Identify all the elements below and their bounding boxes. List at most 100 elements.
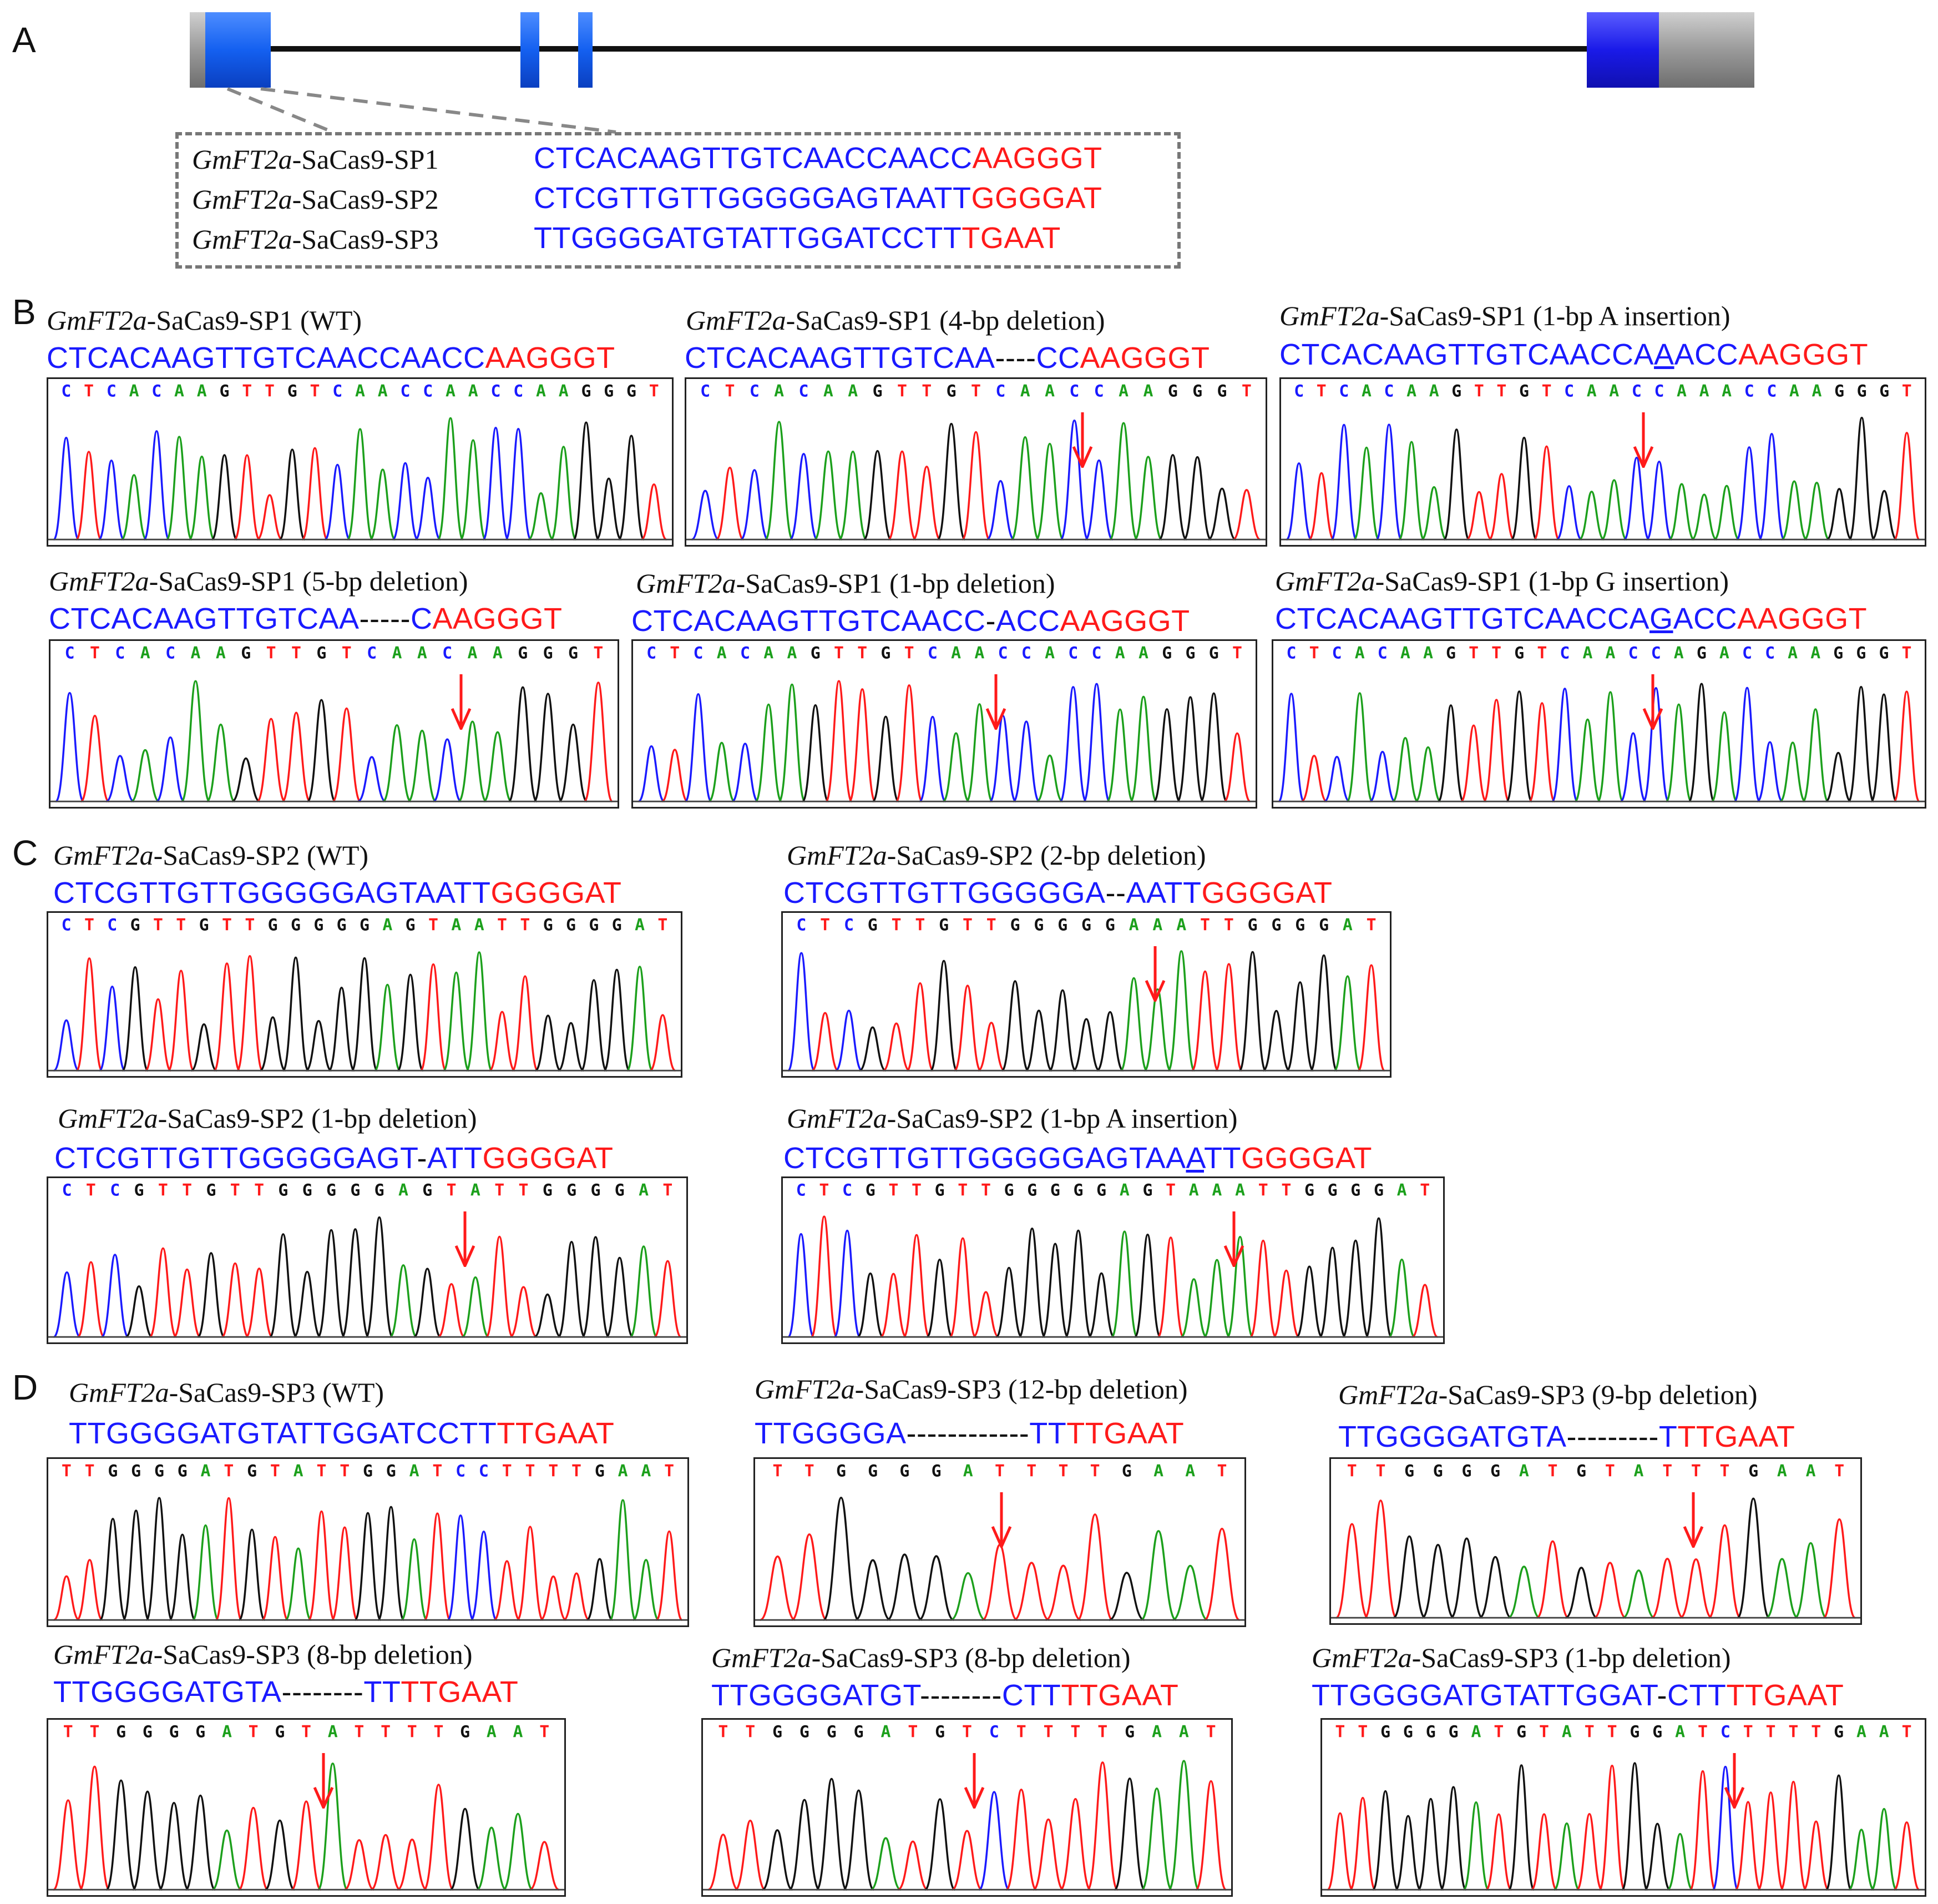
peak-c2-6 <box>929 959 958 1072</box>
peak-c1-24 <box>603 968 631 1072</box>
peak-d3-2 <box>1393 1535 1426 1619</box>
peak-b4-21 <box>583 681 614 802</box>
base-call-d1-10: A <box>294 1462 303 1481</box>
peak-c1-9 <box>259 1016 286 1072</box>
peak-c2-18 <box>1215 963 1243 1072</box>
peak-c2-10 <box>1025 1009 1053 1072</box>
mutation-arrow-b6 <box>1643 674 1663 730</box>
base-call-d5-18: T <box>1206 1723 1216 1741</box>
base-call-b2-19: G <box>1168 382 1178 401</box>
base-call-b2-9: T <box>922 382 932 401</box>
base-call-c2-2: C <box>844 916 854 935</box>
peak-b4-1 <box>80 715 110 802</box>
peak-b6-18 <box>1688 683 1716 802</box>
gene-structure-diagram <box>190 12 1754 134</box>
base-call-b6-16: C <box>1651 644 1661 663</box>
base-call-d2-13: A <box>1185 1462 1195 1481</box>
peak-c2-12 <box>1072 1018 1100 1072</box>
base-call-d1-15: A <box>409 1462 419 1481</box>
base-call-c3-13: G <box>375 1181 384 1200</box>
peak-c3-8 <box>245 1267 273 1338</box>
peak-b5-9 <box>848 688 877 802</box>
peak-b2-21 <box>1208 487 1236 541</box>
base-call-c3-12: G <box>350 1181 360 1200</box>
peak-d1-15 <box>400 1538 428 1621</box>
peak-b4-11 <box>332 707 362 802</box>
base-call-c4-17: A <box>1189 1181 1199 1200</box>
peak-c1-10 <box>282 956 310 1072</box>
peak-d4-4 <box>158 1801 190 1891</box>
trace-title-b5: GmFT2a-SaCas9-SP1 (1-bp deletion) <box>636 568 1055 599</box>
peak-c2-17 <box>1191 970 1220 1072</box>
peak-b5-11 <box>895 684 923 802</box>
base-call-c3-1: T <box>86 1181 96 1200</box>
trace-title-c2: GmFT2a-SaCas9-SP2 (2-bp deletion) <box>787 840 1206 871</box>
base-call-d5-6: A <box>881 1723 890 1741</box>
trace-title-b3: GmFT2a-SaCas9-SP1 (1-bp A insertion) <box>1279 300 1730 331</box>
peak-b1-26 <box>641 483 667 541</box>
peak-d4-7 <box>238 1806 269 1891</box>
base-call-c1-18: A <box>474 916 484 935</box>
base-call-b5-14: A <box>974 644 984 663</box>
mutation-arrow-b2 <box>1072 412 1093 468</box>
base-call-d6-6: A <box>1471 1722 1481 1741</box>
base-call-d6-21: T <box>1811 1722 1821 1741</box>
base-call-d5-2: G <box>772 1723 782 1741</box>
peak-b5-2 <box>684 693 712 802</box>
base-call-b5-4: C <box>740 644 750 663</box>
peak-b2-2 <box>740 469 769 541</box>
base-call-b2-5: A <box>823 382 833 401</box>
peak-b6-25 <box>1848 685 1875 802</box>
peak-d5-7 <box>897 1840 928 1891</box>
zoom-line-right <box>260 87 616 134</box>
peak-b3-14 <box>1601 479 1627 541</box>
base-call-c3-6: G <box>206 1181 216 1200</box>
peak-b4-9 <box>281 711 311 802</box>
base-call-c2-3: G <box>868 916 878 935</box>
base-call-c4-25: G <box>1374 1181 1384 1200</box>
peak-b5-14 <box>965 703 994 802</box>
peak-b4-16 <box>457 720 488 802</box>
peak-b1-7 <box>211 454 238 541</box>
peak-c3-11 <box>317 1229 346 1338</box>
base-call-c4-14: A <box>1120 1181 1130 1200</box>
base-call-c3-16: T <box>447 1181 457 1200</box>
peak-d2-13 <box>1172 1564 1208 1621</box>
peak-c3-20 <box>534 1293 561 1338</box>
zoom-line-left <box>226 87 334 134</box>
base-call-b1-20: C <box>513 382 523 401</box>
base-call-c1-8: T <box>245 916 255 935</box>
peak-c2-14 <box>1120 977 1148 1072</box>
peak-d3-6 <box>1507 1565 1541 1619</box>
peak-d6-23 <box>1848 1829 1875 1891</box>
peak-d4-6 <box>211 1829 242 1891</box>
base-call-c1-16: T <box>428 916 438 935</box>
base-call-c4-8: T <box>981 1181 991 1200</box>
base-call-d1-25: A <box>641 1462 651 1481</box>
peak-b2-19 <box>1158 454 1187 541</box>
base-call-c3-9: G <box>278 1181 288 1200</box>
base-call-b3-16: C <box>1654 382 1664 401</box>
base-call-b6-5: A <box>1400 644 1410 663</box>
base-call-c2-17: T <box>1200 916 1210 935</box>
peak-b3-20 <box>1735 446 1763 541</box>
base-call-d6-3: G <box>1403 1722 1413 1741</box>
base-call-b4-13: A <box>392 644 402 663</box>
base-call-d4-0: T <box>63 1723 73 1741</box>
base-call-c2-20: G <box>1271 916 1281 935</box>
base-call-b4-21: T <box>593 644 603 663</box>
base-call-d2-0: T <box>773 1462 783 1481</box>
base-call-d3-3: G <box>1433 1462 1443 1481</box>
base-call-c4-23: G <box>1328 1181 1338 1200</box>
peak-c4-16 <box>1157 1236 1185 1338</box>
peak-c4-12 <box>1064 1229 1092 1338</box>
base-call-d1-22: T <box>571 1462 581 1481</box>
peak-c4-17 <box>1180 1278 1207 1338</box>
peak-b3-16 <box>1646 461 1673 541</box>
peak-d4-14 <box>423 1784 454 1891</box>
base-call-b5-2: C <box>694 644 704 663</box>
peak-c3-14 <box>389 1264 418 1338</box>
peak-c2-3 <box>859 1026 887 1072</box>
